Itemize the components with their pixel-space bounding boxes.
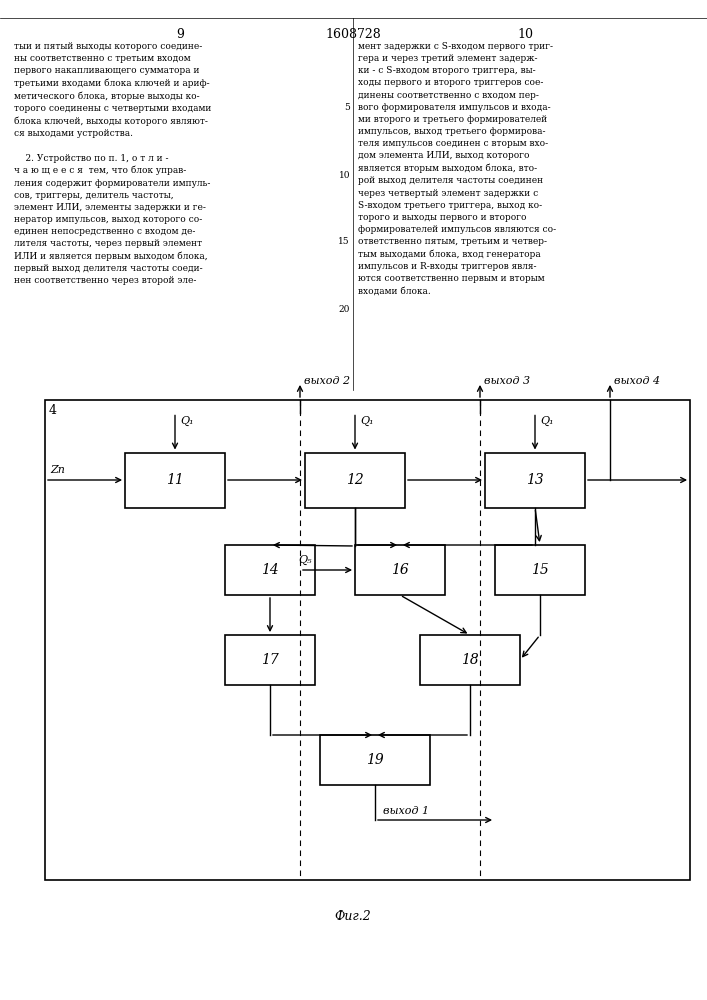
Text: 15: 15 <box>339 237 350 246</box>
Text: выход 1: выход 1 <box>383 806 429 816</box>
Text: Q₅: Q₅ <box>298 555 312 565</box>
Text: Q₁: Q₁ <box>180 416 194 426</box>
Bar <box>355 545 445 595</box>
Bar <box>305 452 405 508</box>
Text: выход 2: выход 2 <box>304 376 350 386</box>
Text: Zп: Zп <box>50 465 65 475</box>
Bar <box>45 400 690 880</box>
Text: выход 3: выход 3 <box>484 376 530 386</box>
Text: Фиг.2: Фиг.2 <box>334 910 371 923</box>
Text: выход 4: выход 4 <box>614 376 660 386</box>
Text: 4: 4 <box>49 404 57 417</box>
Text: 19: 19 <box>366 753 384 767</box>
Text: 10: 10 <box>517 28 533 41</box>
Text: мент задержки с S-входом первого триг-
гера и через третий элемент задерж-
ки - : мент задержки с S-входом первого триг- г… <box>358 42 556 295</box>
Text: 11: 11 <box>166 473 184 487</box>
Text: 15: 15 <box>531 563 549 577</box>
Text: 5: 5 <box>344 104 350 112</box>
Bar <box>485 452 585 508</box>
Text: 1608728: 1608728 <box>325 28 381 41</box>
Text: 10: 10 <box>339 170 350 180</box>
Text: Q₁: Q₁ <box>360 416 373 426</box>
Text: 13: 13 <box>526 473 544 487</box>
Text: 16: 16 <box>391 563 409 577</box>
Bar <box>225 545 315 595</box>
Text: 14: 14 <box>261 563 279 577</box>
Text: тыи и пятый выходы которого соедине-
ны соответственно с третьим входом
первого : тыи и пятый выходы которого соедине- ны … <box>14 42 211 285</box>
Text: 18: 18 <box>461 653 479 667</box>
Text: 12: 12 <box>346 473 364 487</box>
Text: 9: 9 <box>176 28 184 41</box>
Bar <box>420 635 520 685</box>
Text: 20: 20 <box>339 306 350 314</box>
Bar <box>225 635 315 685</box>
Bar <box>495 545 585 595</box>
Bar <box>320 735 430 785</box>
Text: 17: 17 <box>261 653 279 667</box>
Bar <box>125 452 225 508</box>
Text: Q₁: Q₁ <box>540 416 554 426</box>
